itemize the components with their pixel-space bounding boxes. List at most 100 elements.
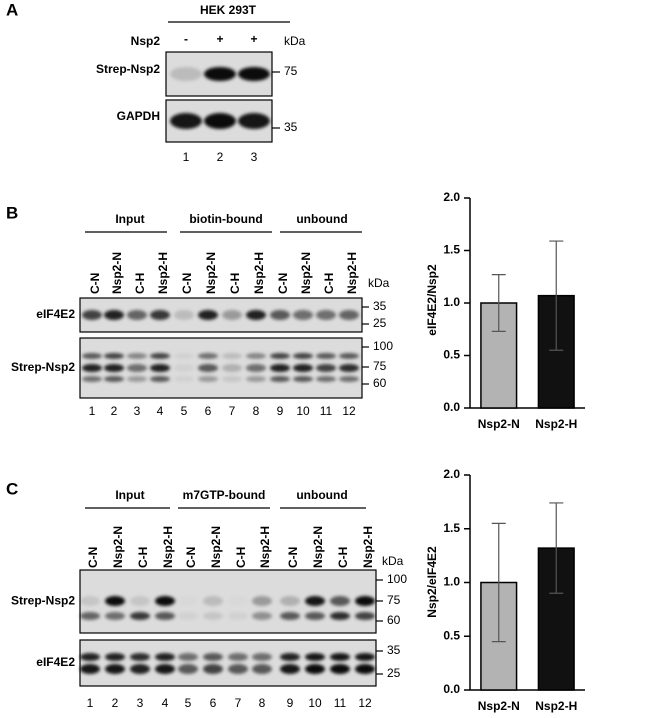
- band: [252, 596, 272, 606]
- lane-label: Nsp2-H: [252, 252, 266, 294]
- band: [270, 376, 290, 382]
- lane-number: 2: [217, 150, 224, 164]
- band: [130, 596, 150, 606]
- band: [305, 612, 325, 620]
- y-tick-label: 1.0: [443, 295, 460, 309]
- lane-number: 7: [235, 696, 242, 710]
- lane-number: 11: [334, 696, 347, 710]
- lane-label: C-H: [228, 273, 242, 294]
- band: [316, 376, 336, 382]
- row-label: Strep-Nsp2: [96, 62, 160, 76]
- group-label: Input: [115, 212, 144, 226]
- lane-number: 12: [342, 404, 356, 418]
- lane-number: 7: [229, 404, 236, 418]
- lane-number: 8: [259, 696, 266, 710]
- lane-label: C-N: [180, 273, 194, 294]
- y-tick-label: 1.5: [443, 243, 460, 257]
- x-tick-label: Nsp2-N: [478, 417, 520, 431]
- band: [198, 310, 218, 320]
- band: [82, 376, 102, 382]
- band: [198, 376, 218, 382]
- lane-label: Nsp2-N: [204, 252, 218, 294]
- y-tick-label: 0.5: [443, 348, 460, 362]
- band: [316, 310, 336, 320]
- treatment-label: Nsp2: [131, 34, 161, 48]
- lane-number: 3: [134, 404, 141, 418]
- lane-number: 1: [87, 696, 94, 710]
- band: [330, 612, 350, 620]
- marker: 35: [373, 299, 387, 313]
- band: [252, 664, 272, 674]
- band: [228, 596, 248, 606]
- marker: 100: [387, 572, 407, 586]
- panel-letter: A: [6, 0, 18, 19]
- marker: 25: [387, 666, 401, 680]
- band: [228, 612, 248, 620]
- y-tick-label: 0.0: [443, 400, 460, 414]
- marker: 35: [387, 643, 401, 657]
- band: [246, 353, 266, 359]
- marker: 100: [373, 339, 393, 353]
- kda-label: kDa: [284, 34, 306, 48]
- band: [222, 364, 242, 372]
- error-bar: [491, 522, 506, 643]
- lane-number: 3: [137, 696, 144, 710]
- y-axis-label: Nsp2/eIF4E2: [425, 546, 439, 618]
- band: [270, 353, 290, 359]
- row-label: GAPDH: [117, 109, 160, 123]
- band: [238, 67, 270, 81]
- band: [203, 596, 223, 606]
- band: [105, 612, 125, 620]
- row-label: Strep-Nsp2: [11, 594, 75, 608]
- band: [105, 653, 125, 661]
- lane-label: Nsp2-H: [361, 526, 375, 568]
- band: [155, 596, 175, 606]
- band: [174, 353, 194, 359]
- band: [280, 664, 300, 674]
- lane-number: 5: [181, 404, 188, 418]
- band: [130, 653, 150, 661]
- band: [127, 353, 147, 359]
- band: [228, 653, 248, 661]
- band: [130, 612, 150, 620]
- lane-label: C-N: [88, 273, 102, 294]
- band: [178, 596, 198, 606]
- band: [252, 612, 272, 620]
- band: [105, 596, 125, 606]
- band: [178, 612, 198, 620]
- cell-line: HEK 293T: [200, 3, 257, 17]
- band: [130, 664, 150, 674]
- lane-label: Nsp2-N: [209, 526, 223, 568]
- treatment-sign: -: [184, 32, 188, 46]
- band: [222, 376, 242, 382]
- group-label: biotin-bound: [189, 212, 262, 226]
- group-label: m7GTP-bound: [183, 488, 266, 502]
- band: [174, 376, 194, 382]
- lane-number: 10: [308, 696, 322, 710]
- band: [80, 653, 100, 661]
- band: [222, 310, 242, 320]
- band: [228, 664, 248, 674]
- band: [82, 353, 102, 359]
- lane-label: Nsp2-N: [110, 252, 124, 294]
- band: [330, 596, 350, 606]
- lane-number: 1: [183, 150, 190, 164]
- lane-number: 11: [320, 404, 333, 418]
- band: [82, 310, 102, 320]
- band: [270, 364, 290, 372]
- band: [170, 67, 202, 81]
- band: [104, 310, 124, 320]
- lane-number: 8: [253, 404, 260, 418]
- band: [203, 612, 223, 620]
- y-axis-label: eIF4E2/Nsp2: [425, 264, 439, 336]
- band: [305, 596, 325, 606]
- lane-number: 6: [210, 696, 217, 710]
- band: [80, 612, 100, 620]
- band: [178, 664, 198, 674]
- band: [280, 596, 300, 606]
- lane-label: Nsp2-H: [161, 526, 175, 568]
- band: [80, 596, 100, 606]
- band: [127, 376, 147, 382]
- panel-letter: B: [6, 203, 18, 222]
